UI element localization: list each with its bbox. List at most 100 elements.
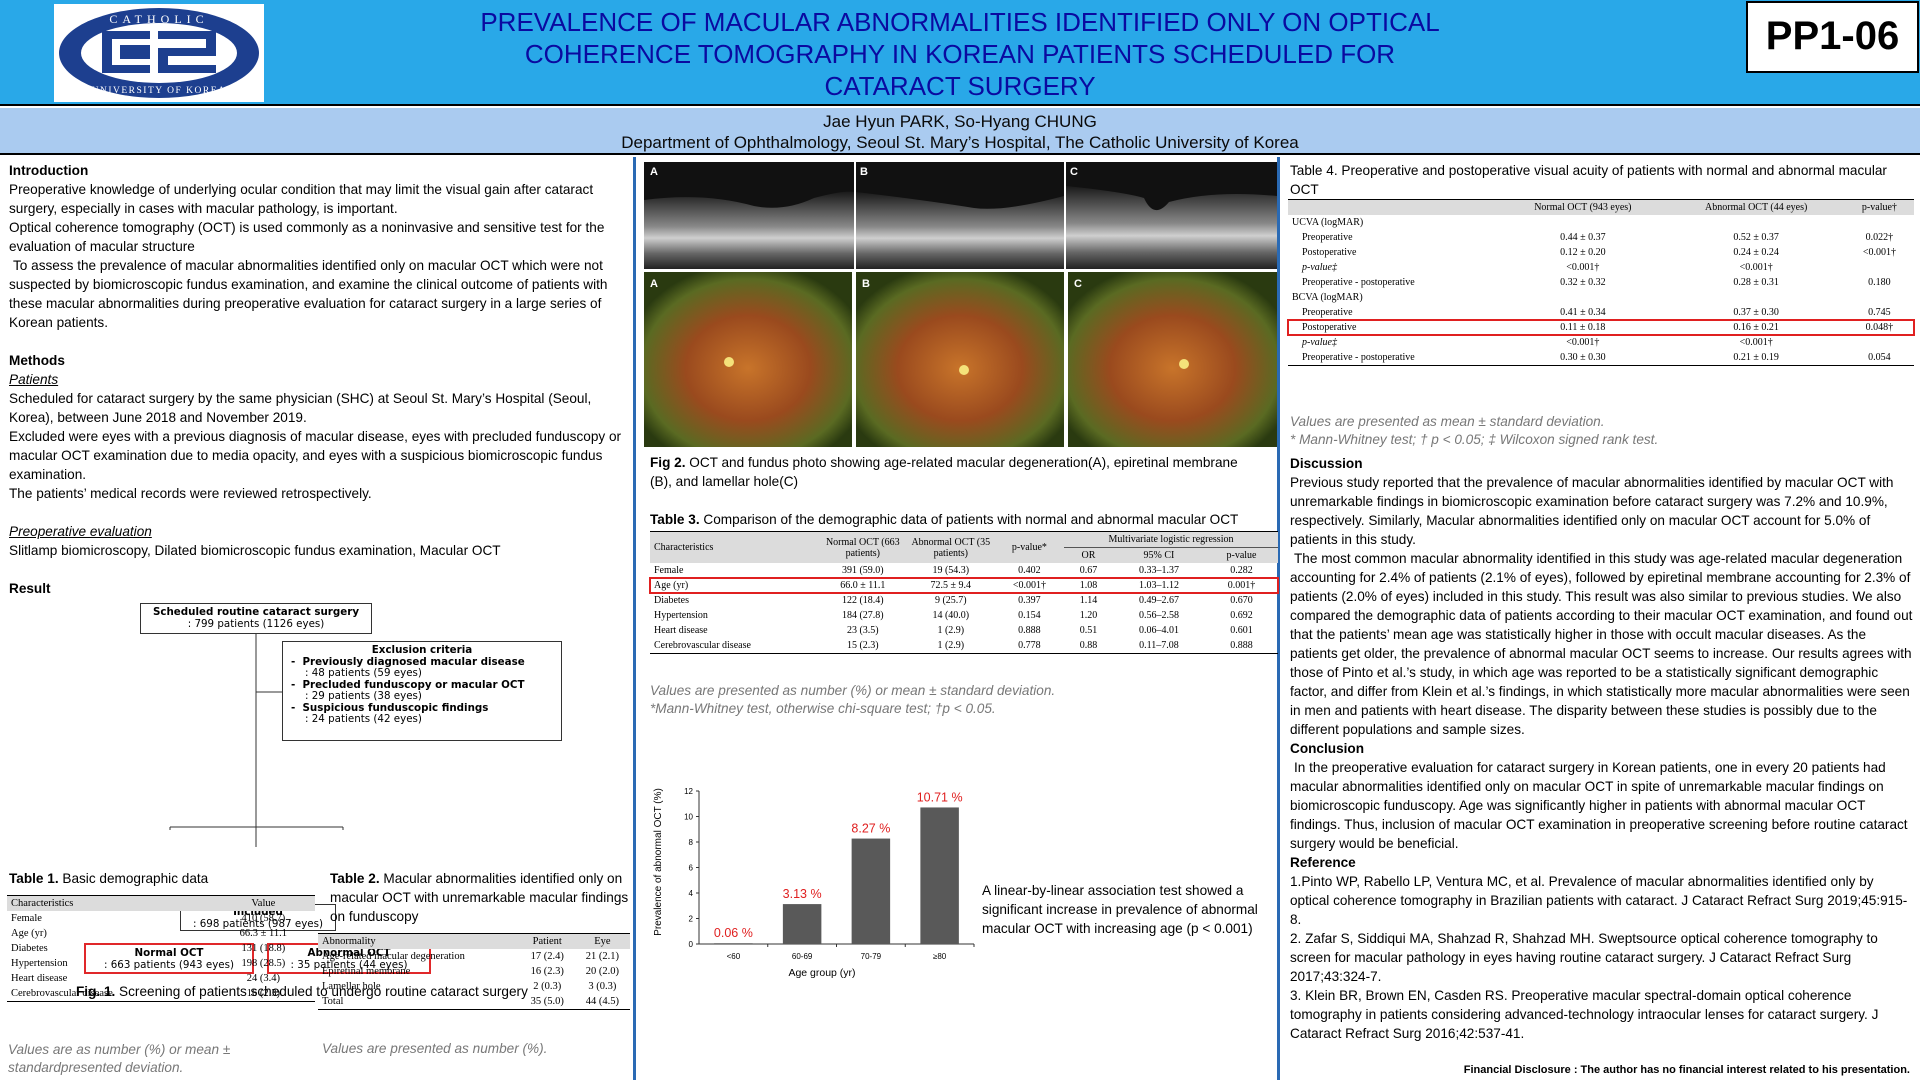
y-tick-label: 0 xyxy=(689,940,694,949)
bar-data-label: 10.71 % xyxy=(917,790,963,804)
bar-data-label: 3.13 % xyxy=(783,887,822,901)
table-row: Diabetes 122 (18.4) 9 (25.7) 0.397 1.14 0.49–… xyxy=(654,595,1253,606)
y-tick-label: 12 xyxy=(684,787,693,796)
table-header: Multivariate logistic regression xyxy=(1063,531,1278,548)
table-row: Cerebrovascular disease 16 (2.3) xyxy=(11,988,280,999)
table-header: Abnormality xyxy=(322,936,376,947)
financial-disclosure: Financial Disclosure : The author has no… xyxy=(1463,1064,1910,1076)
flowchart-lines xyxy=(169,633,344,847)
y-tick-label: 6 xyxy=(689,864,694,873)
table-row: Preoperative 0.41 ± 0.34 0.37 ± 0.30 0.745 xyxy=(1302,307,1891,318)
normal-oct-count: : 663 patients (943 eyes) xyxy=(103,958,235,971)
discussion-paragraph: Previous study reported that the prevale… xyxy=(1290,475,1894,547)
flow-exclusion-box: Exclusion criteria - Previously diagnose… xyxy=(282,641,562,741)
intro-heading: Introduction xyxy=(9,163,89,178)
discussion-paragraph: The most common macular abnormality iden… xyxy=(1290,551,1913,737)
oct-images: A B C xyxy=(644,162,1277,269)
table-subheader: p-value xyxy=(1226,550,1257,561)
fundus-label-c: C xyxy=(1074,278,1082,290)
flow-abnormal-oct-box: Abnormal OCT : 35 patients (44 eyes) xyxy=(267,943,431,974)
y-tick-label: 2 xyxy=(689,915,694,924)
table3-note: *Mann-Whitney test, otherwise chi-square… xyxy=(650,701,996,716)
table-row: Hypertension 198 (28.5) xyxy=(11,958,286,969)
prevalence-bar-chart: 0 2 4 6 8 10 12 0.06 % 3.13 % 8.27 % 10.71 % <60 6… xyxy=(653,787,975,979)
intro-paragraph: Optical coherence tomography (OCT) is us… xyxy=(9,220,605,254)
title-line-1: PREVALENCE OF MACULAR ABNORMALITIES IDEN… xyxy=(480,7,1440,37)
fundus-label-b: B xyxy=(862,278,870,290)
table4-note: Values are presented as mean ± standard … xyxy=(1290,414,1605,429)
column-middle: A B C A B C Fig 2. OCT and fundus photo … xyxy=(639,157,1280,1080)
included-count: : 698 patients (987 eyes) xyxy=(192,917,324,930)
table-row: Lamellar hole 2 (0.3) 3 (0.3) xyxy=(322,981,617,992)
author-bar: Jae Hyun PARK, So-Hyang CHUNG Department… xyxy=(0,108,1920,155)
table3: Characteristics Normal OCT (663 patients)… xyxy=(649,531,1279,654)
bar xyxy=(851,838,891,944)
exclusion-item: - Suspicious funduscopic findings xyxy=(291,701,489,714)
poster-header: CATHOLIC UNIVERSITY OF KOREA PREVALENCE … xyxy=(0,0,1920,106)
table-row-highlighted: Postoperative 0.11 ± 0.18 0.16 ± 0.21 0.048… xyxy=(1287,319,1915,336)
table-header: Value xyxy=(251,898,276,909)
table-row: p-value‡ <0.001† <0.001† xyxy=(1302,337,1773,348)
logo-top-text: CATHOLIC xyxy=(109,12,208,26)
normal-oct-title: Normal OCT xyxy=(134,947,204,959)
affiliation: Department of Ophthalmology, Seoul St. M… xyxy=(621,133,1299,152)
table2-caption: Table 2. Macular abnormalities identifie… xyxy=(330,871,629,924)
table-row: Hypertension 184 (27.8) 14 (40.0) 0.154 1.20… xyxy=(654,610,1253,621)
table3-caption: Table 3. Comparison of the demographic d… xyxy=(650,512,1239,527)
table-header: Characteristics xyxy=(11,898,74,909)
table4: Normal OCT (943 eyes) Abnormal OCT (44 ey… xyxy=(1287,199,1915,366)
table-row: Total 35 (5.0) 44 (4.5) xyxy=(322,996,620,1007)
exclusion-count: : 48 patients (59 eyes) xyxy=(305,667,422,679)
table-row: Cerebrovascular disease 15 (2.3) 1 (2.9) 0.… xyxy=(654,640,1253,651)
intro-paragraph: To assess the prevalence of macular abno… xyxy=(9,258,608,330)
flow-scheduled-title: Scheduled routine cataract surgery xyxy=(152,606,360,618)
fundus-label-a: A xyxy=(650,278,658,290)
table-row: Preoperative - postoperative 0.32 ± 0.32 0… xyxy=(1302,277,1891,288)
table-row: Preoperative - postoperative 0.30 ± 0.30 0… xyxy=(1302,352,1891,363)
table4-notes: Values are presented as mean ± standard … xyxy=(1290,413,1910,449)
abnormal-oct-title: Abnormal OCT xyxy=(307,947,391,959)
conclusion-heading: Conclusion xyxy=(1290,741,1365,756)
table-row: Diabetes 131 (18.8) xyxy=(11,943,286,954)
exclusion-count: : 29 patients (38 eyes) xyxy=(305,690,422,702)
x-category-label: <60 xyxy=(727,952,741,961)
poster-title: PREVALENCE OF MACULAR ABNORMALITIES IDEN… xyxy=(300,6,1620,102)
table-row: Heart disease 24 (3.4) xyxy=(11,973,280,984)
patients-text: The patients’ medical records were revie… xyxy=(9,486,372,501)
table-row-highlighted: Age (yr) 66.0 ± 11.1 72.5 ± 9.4 <0.001† 1.08… xyxy=(649,577,1279,594)
column-right: Table 4. Preoperative and postoperative … xyxy=(1283,157,1920,1080)
table-row: Heart disease 23 (3.5) 1 (2.9) 0.888 0.51 0.0… xyxy=(654,625,1253,636)
chart-note: A linear-by-linear association test show… xyxy=(982,883,1258,936)
y-tick-label: 8 xyxy=(689,838,694,847)
table2: Abnormality Patient Eye Age-related macula… xyxy=(318,933,630,1010)
table-subheader: 95% CI xyxy=(1143,550,1175,561)
y-tick-label: 4 xyxy=(689,889,694,898)
table3-note: Values are presented as number (%) or me… xyxy=(650,683,1056,698)
table-header: Characteristics xyxy=(654,542,714,553)
reference-item: 3. Klein BR, Brown EN, Casden RS. Preope… xyxy=(1290,988,1879,1041)
flow-scheduled-box: Scheduled routine cataract surgery : 799… xyxy=(140,603,372,634)
x-category-label: 70-79 xyxy=(861,952,882,961)
table-header: p-value† xyxy=(1861,202,1897,213)
reference-item: 2. Zafar S, Siddiqui MA, Shahzad R, Shah… xyxy=(1290,931,1878,984)
abnormal-oct-count: : 35 patients (44 eyes) xyxy=(290,958,408,971)
table3-notes: Values are presented as number (%) or me… xyxy=(650,682,1270,718)
table4-note: * Mann-Whitney test; † p < 0.05; ‡ Wilco… xyxy=(1290,432,1659,447)
patients-heading: Patients xyxy=(9,372,59,387)
intro-paragraph: Preoperative knowledge of underlying ocu… xyxy=(9,182,594,216)
oct-label-a: A xyxy=(650,166,658,178)
table-row: Female 410 (58.7) xyxy=(11,913,286,924)
exclusion-title: Exclusion criteria xyxy=(371,644,473,656)
y-tick-label: 10 xyxy=(684,813,693,822)
exclusion-count: : 24 patients (42 eyes) xyxy=(305,713,422,725)
title-line-2: COHERENCE TOMOGRAPHY IN KOREAN PATIENTS … xyxy=(524,39,1396,69)
column-left: Introduction Preoperative knowledge of u… xyxy=(0,157,636,1080)
bar-data-label: 8.27 % xyxy=(851,822,890,836)
table-row: Age-related macular degeneration 17 (2.4)… xyxy=(322,951,620,962)
table4-caption: Table 4. Preoperative and postoperative … xyxy=(1290,163,1887,197)
flow-normal-oct-box: Normal OCT : 663 patients (943 eyes) xyxy=(84,943,254,974)
flow-included-box: Included : 698 patients (987 eyes) xyxy=(180,904,336,931)
table-group-row: BCVA (logMAR) xyxy=(1292,292,1363,303)
table1-caption: Table 1. Basic demographic data xyxy=(9,871,209,886)
included-title: Included xyxy=(233,906,283,918)
